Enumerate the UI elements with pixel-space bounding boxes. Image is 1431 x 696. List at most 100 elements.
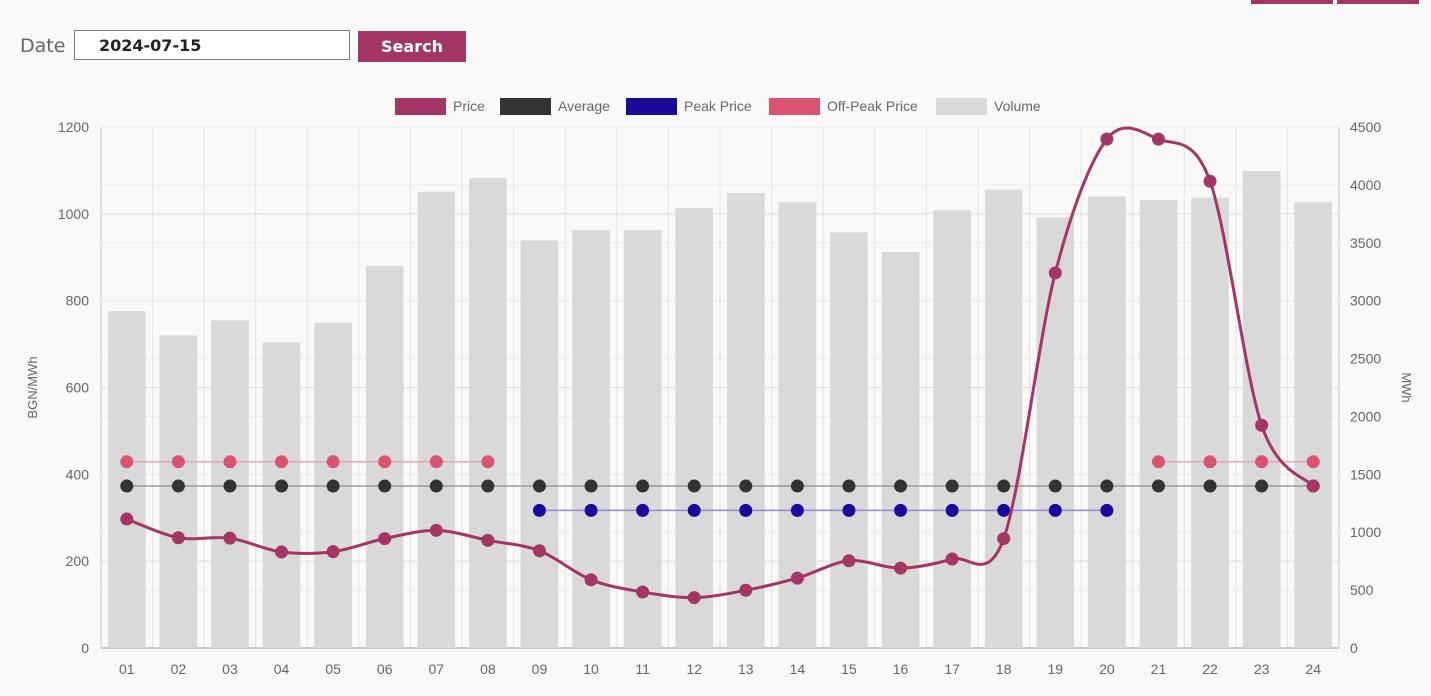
legend: Price Average Peak Price Off-Peak Price Volu… [395,98,1041,115]
offpeak-point [223,455,237,469]
legend-label: Volume [994,98,1041,114]
x-tick-label: 21 [1151,661,1167,677]
price-point [1048,266,1062,280]
price-series [120,126,1320,605]
price-point [1100,132,1114,146]
x-tick-label: 09 [532,661,548,677]
average-point [636,479,650,493]
y2-tick-label: 2000 [1350,408,1381,424]
legend-swatch [500,98,551,115]
legend-label: Average [558,98,610,114]
y2-tick-label: 1500 [1350,466,1381,482]
legend-item: Volume [936,98,1041,115]
peak-point [997,503,1011,517]
price-point [1151,132,1165,146]
y-tick-label: 600 [66,380,90,396]
y-axis-title: BGN/MWh [25,356,40,418]
x-tick-label: 01 [119,661,135,677]
y2-tick-label: 4000 [1350,177,1381,193]
average-point [1203,479,1217,493]
peak-point [1100,503,1114,517]
average-point [790,479,804,493]
offpeak-point [326,455,340,469]
y2-tick-label: 2500 [1350,351,1381,367]
date-input[interactable] [74,30,350,60]
legend-swatch [769,98,820,115]
legend-item: Average [500,98,610,115]
price-point [532,544,546,558]
average-point [945,479,959,493]
average-point [120,479,134,493]
average-point [275,479,289,493]
average-point [429,479,443,493]
offpeak-point [1203,455,1217,469]
offpeak-point [429,455,443,469]
legend-label: Price [453,98,485,114]
grid [100,126,1340,649]
x-tick-label: 18 [996,661,1012,677]
price-point [1306,479,1320,493]
price-point [481,533,495,547]
volume-bar [520,240,559,648]
offpeak-series [120,455,1320,469]
x-tick-label: 05 [325,661,341,677]
legend-swatch [626,98,677,115]
x-tick-label: 03 [222,661,238,677]
legend-label: Peak Price [684,98,752,114]
x-tick-label: 06 [377,661,393,677]
price-point [223,531,237,545]
price-point [1255,418,1269,432]
y2-tick-label: 3500 [1350,235,1381,251]
x-tick-label: 11 [635,661,650,677]
volume-bar [417,191,456,648]
volume-bar [984,189,1023,648]
price-point [894,561,908,575]
price-point [1203,174,1217,188]
x-tick-label: 20 [1099,661,1115,677]
price-point [997,532,1011,546]
y-tick-label: 200 [66,553,90,569]
offpeak-point [120,455,134,469]
peak-point [636,503,650,517]
y2-axis-title: MWh [1399,372,1414,402]
y2-tick-label: 4500 [1350,119,1381,135]
price-point [842,554,856,568]
offpeak-point [275,455,289,469]
x-tick-label: 24 [1305,661,1321,677]
volume-bar [1242,170,1281,649]
average-point [997,479,1011,493]
average-point [584,479,598,493]
peak-point [1048,503,1062,517]
volume-bar [933,210,971,649]
legend-item: Off-Peak Price [769,98,918,115]
top-nav-button-1[interactable] [1251,0,1333,4]
y2-tick-label: 500 [1350,582,1374,598]
price-point [429,523,443,537]
legend-item: Price [395,98,485,115]
price-point [687,591,701,605]
legend-item: Peak Price [626,98,752,115]
y-tick-label: 1000 [58,206,89,222]
x-tick-label: 12 [686,661,702,677]
peak-point [945,503,959,517]
search-button[interactable]: Search [358,31,466,62]
offpeak-point [378,455,392,469]
average-point [1255,479,1269,493]
top-nav-button-2[interactable] [1337,0,1419,4]
price-point [945,552,959,566]
x-tick-label: 22 [1202,661,1218,677]
y-tick-label: 800 [66,293,90,309]
y2-tick-label: 0 [1350,640,1358,656]
average-point [842,479,856,493]
average-point [378,479,392,493]
y2-tick-label: 3000 [1350,293,1381,309]
volume-bar [107,311,146,648]
peak-point [790,503,804,517]
x-tick-label: 15 [841,661,857,677]
x-tick-label: 17 [944,661,960,677]
y2-tick-label: 1000 [1350,524,1381,540]
price-point [739,583,753,597]
price-point [378,532,392,546]
price-point [636,585,650,599]
volume-bar [1191,197,1229,648]
